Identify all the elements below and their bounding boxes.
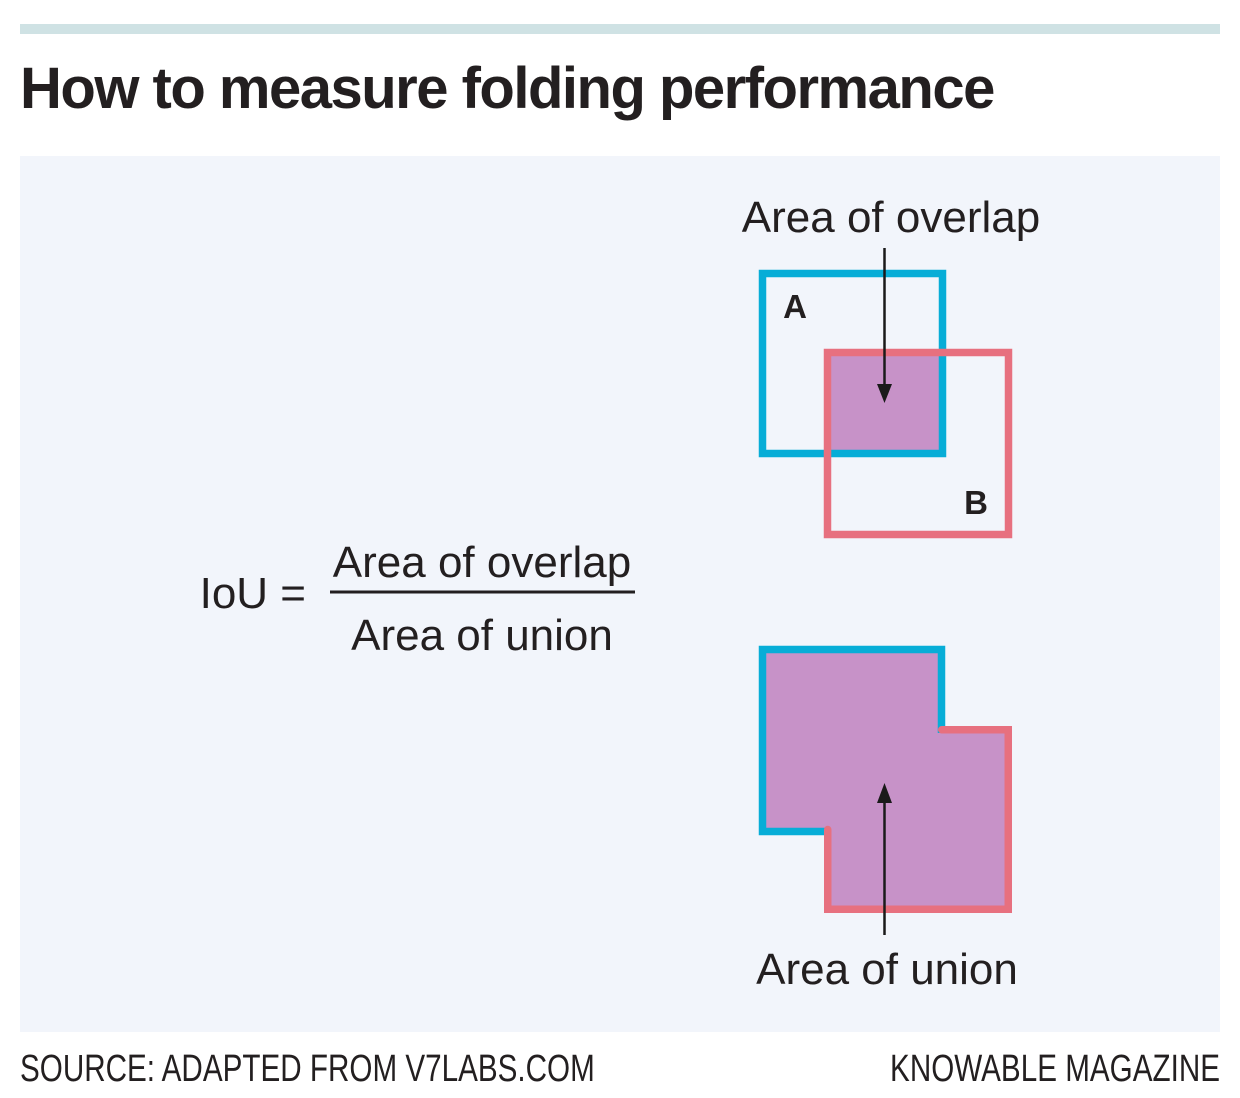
union-box-a-outline [758,645,946,836]
iou-figure: Area of overlap A B IoU = Area of overla… [200,193,1041,994]
box-b-label: B [964,484,988,521]
formula-denominator: Area of union [351,611,613,660]
fraction-bar [330,590,635,594]
box-a-label: A [783,288,807,325]
formula-lhs: IoU = [200,569,306,618]
union-arrow-icon [877,783,892,935]
iou-formula: IoU = Area of overlap Area of union [200,538,635,660]
formula-numerator: Area of overlap [333,538,631,587]
union-caption: Area of union [756,945,1018,994]
figure-panel: Area of overlap A B IoU = Area of overla… [20,156,1220,1032]
footer-source: SOURCE: ADAPTED FROM V7LABS.COM [20,1048,595,1090]
footer-credit: KNOWABLE MAGAZINE [890,1048,1220,1090]
overlap-diagram: Area of overlap A B [742,193,1040,539]
union-arrowhead [877,783,892,803]
union-fill-region [762,649,1009,910]
accent-bar [20,24,1220,34]
overlap-arrowhead [877,384,892,403]
union-diagram: Area of union [756,645,1018,994]
overlap-caption: Area of overlap [742,193,1040,242]
box-b-outline [823,348,1013,539]
overlap-arrow-icon [877,248,892,403]
box-a-outline [758,269,947,458]
union-box-b-outline [824,726,1012,913]
page-title: How to measure folding performance [20,56,995,121]
